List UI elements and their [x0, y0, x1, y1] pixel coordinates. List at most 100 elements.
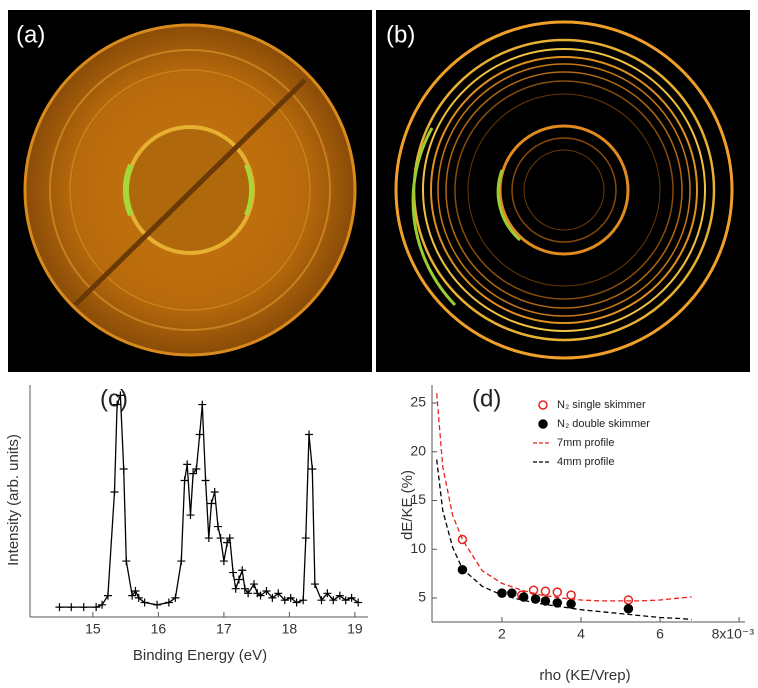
series-line	[436, 393, 692, 602]
point-marker	[122, 557, 131, 566]
point-marker	[528, 585, 539, 595]
point-marker	[186, 511, 195, 520]
image-b: (b)	[376, 10, 750, 372]
point-marker	[189, 469, 198, 478]
legend-label: N₂ double skimmer	[557, 418, 650, 430]
point-marker	[79, 603, 88, 612]
legend-swatch	[538, 419, 548, 429]
x-axis-label: rho (KE/Vrep)	[539, 667, 630, 684]
point-marker	[552, 587, 563, 597]
point-marker	[55, 603, 64, 612]
inner-ring-edge	[122, 163, 134, 217]
point-marker	[507, 588, 517, 598]
point-marker	[354, 598, 363, 607]
point-marker	[240, 584, 249, 593]
point-marker	[347, 593, 356, 602]
point-marker	[308, 465, 317, 474]
legend-label: N₂ single skimmer	[557, 399, 646, 411]
legend-label: 7mm profile	[557, 437, 614, 449]
ring	[49, 49, 331, 331]
point-marker	[566, 599, 576, 609]
point-marker	[234, 575, 243, 584]
point-marker	[238, 566, 247, 575]
point-marker	[262, 586, 271, 595]
point-marker	[299, 596, 308, 605]
point-marker	[67, 603, 76, 612]
point-marker	[566, 590, 576, 600]
point-marker	[103, 591, 112, 600]
point-marker	[134, 593, 143, 602]
panel-title: (c)	[100, 385, 128, 412]
image-a: (a)	[8, 10, 372, 372]
point-marker	[292, 598, 301, 607]
x-tick-label: 16	[151, 621, 167, 637]
point-marker	[116, 391, 125, 400]
point-marker	[204, 534, 213, 543]
point-marker	[140, 598, 149, 607]
point-marker	[110, 488, 119, 497]
point-marker	[623, 603, 634, 614]
point-marker	[310, 580, 319, 589]
point-marker	[177, 557, 186, 566]
point-marker	[231, 584, 240, 593]
x-tick-label: 17	[216, 621, 232, 637]
point-marker	[183, 460, 192, 469]
x-tick-label: 6	[656, 626, 664, 642]
series-line	[59, 395, 359, 608]
x-tick-label: 8x10⁻³	[712, 626, 755, 642]
point-marker	[256, 591, 265, 600]
point-marker	[229, 568, 238, 577]
x-tick-label: 19	[347, 621, 363, 637]
diagonal-shadow	[73, 78, 307, 307]
panel-label: (b)	[386, 21, 415, 48]
point-marker	[540, 586, 551, 596]
y-tick-label: 25	[410, 394, 426, 410]
rings	[394, 20, 734, 360]
point-marker	[128, 591, 137, 600]
panel-label: (a)	[16, 21, 45, 48]
legend-swatch	[538, 400, 548, 410]
x-tick-label: 18	[282, 621, 298, 637]
point-marker	[250, 580, 259, 589]
x-tick-label: 2	[498, 626, 506, 642]
point-marker	[268, 593, 277, 602]
y-tick-label: 15	[410, 491, 426, 507]
point-marker	[98, 600, 107, 609]
point-marker	[198, 400, 207, 409]
point-marker	[207, 499, 216, 508]
point-marker	[201, 476, 210, 485]
point-marker	[323, 589, 332, 598]
x-axis-label: Binding Energy (eV)	[133, 647, 267, 664]
series-line	[436, 459, 692, 621]
point-marker	[286, 593, 295, 602]
y-tick-label: 5	[418, 589, 426, 605]
point-marker	[219, 557, 228, 566]
point-marker	[317, 596, 326, 605]
point-marker	[305, 430, 314, 439]
point-marker	[195, 430, 204, 439]
ring	[69, 69, 311, 311]
point-marker	[223, 538, 232, 547]
point-marker	[341, 596, 350, 605]
point-marker	[244, 589, 253, 598]
point-marker	[131, 586, 140, 595]
point-marker	[225, 534, 234, 543]
point-marker	[216, 534, 225, 543]
x-tick-label: 4	[577, 626, 585, 642]
point-marker	[92, 603, 101, 612]
point-marker	[301, 534, 310, 543]
point-marker	[119, 465, 128, 474]
y-tick-label: 10	[410, 540, 426, 556]
inner-ring-edge	[244, 164, 254, 216]
point-marker	[171, 593, 180, 602]
point-marker	[335, 591, 344, 600]
panel-title: (d)	[472, 385, 501, 412]
point-marker	[518, 592, 529, 602]
point-marker	[623, 595, 634, 605]
legend-label: 4mm profile	[557, 456, 614, 468]
point-marker	[180, 476, 189, 485]
y-axis-label: dE/KE (%)	[399, 470, 416, 540]
point-marker	[192, 465, 201, 474]
point-marker	[280, 596, 289, 605]
